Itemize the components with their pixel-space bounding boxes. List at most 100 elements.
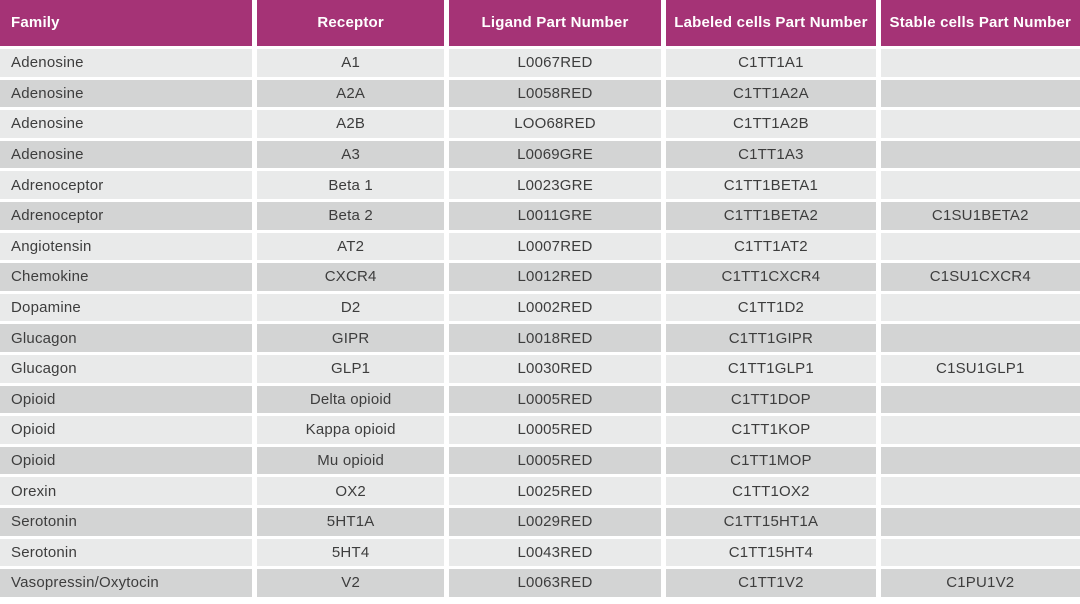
- table-row: Adenosine A1 L0067RED C1TT1A1: [0, 49, 1080, 77]
- table-cell: [880, 385, 1080, 414]
- table-row: Adenosine A2A L0058RED C1TT1A2A: [0, 79, 1080, 108]
- table-cell: [880, 232, 1080, 261]
- table-cell: Delta opioid: [257, 385, 444, 414]
- table-cell: [880, 477, 1080, 505]
- table-row: Vasopressin/Oxytocin V2 L0063RED C1TT1V2 C1P…: [0, 569, 1080, 597]
- table-cell: L0007RED: [448, 232, 662, 261]
- table-cell: C1TT1DOP: [666, 385, 876, 414]
- header-cell: Family: [0, 0, 253, 46]
- table-cell: AT2: [257, 232, 444, 261]
- table-cell: 5HT4: [257, 538, 444, 567]
- table-cell: D2: [257, 293, 444, 322]
- table-row: Orexin OX2 L0025RED C1TT1OX2: [0, 477, 1080, 505]
- table-row: Opioid Delta opioid L0005RED C1TT1DOP: [0, 385, 1080, 414]
- table-row: Angiotensin AT2 L0007RED C1TT1AT2: [0, 232, 1080, 261]
- table-cell: [880, 538, 1080, 567]
- table-cell: Opioid: [0, 385, 253, 414]
- table-row: Adrenoceptor Beta 2 L0011GRE C1TT1BETA2 C1SU…: [0, 201, 1080, 230]
- table-cell: L0018RED: [448, 324, 662, 352]
- table-cell: Beta 2: [257, 201, 444, 230]
- table-cell: L0005RED: [448, 416, 662, 444]
- table-cell: Adrenoceptor: [0, 171, 253, 199]
- table-row: Chemokine CXCR4 L0012RED C1TT1CXCR4 C1SU1CXC…: [0, 263, 1080, 291]
- table-cell: Adenosine: [0, 140, 253, 169]
- table-cell: [880, 324, 1080, 352]
- table-cell: Mu opioid: [257, 446, 444, 475]
- table-cell: Opioid: [0, 416, 253, 444]
- table-cell: L0069GRE: [448, 140, 662, 169]
- table-cell: Adenosine: [0, 79, 253, 108]
- header-cell: Stable cells Part Number: [880, 0, 1080, 46]
- table-cell: L0030RED: [448, 354, 662, 383]
- table-cell: [880, 416, 1080, 444]
- table-cell: C1PU1V2: [880, 569, 1080, 597]
- table-cell: C1TT15HT4: [666, 538, 876, 567]
- table-cell: C1SU1CXCR4: [880, 263, 1080, 291]
- table-row: Adenosine A2B LOO68RED C1TT1A2B: [0, 110, 1080, 138]
- table-cell: A2B: [257, 110, 444, 138]
- table-cell: Chemokine: [0, 263, 253, 291]
- table-cell: [880, 49, 1080, 77]
- header-row: Family Receptor Ligand Part Number Labeled …: [0, 0, 1080, 46]
- table-cell: Adrenoceptor: [0, 201, 253, 230]
- header-cell: Ligand Part Number: [448, 0, 662, 46]
- table-cell: C1TT1A2A: [666, 79, 876, 108]
- table-cell: Opioid: [0, 446, 253, 475]
- table-cell: OX2: [257, 477, 444, 505]
- table-cell: C1TT1A3: [666, 140, 876, 169]
- table-cell: LOO68RED: [448, 110, 662, 138]
- table-cell: [880, 79, 1080, 108]
- table-row: Glucagon GIPR L0018RED C1TT1GIPR: [0, 324, 1080, 352]
- table-cell: CXCR4: [257, 263, 444, 291]
- table-cell: L0002RED: [448, 293, 662, 322]
- table-cell: [880, 171, 1080, 199]
- table-cell: C1SU1GLP1: [880, 354, 1080, 383]
- table-cell: L0067RED: [448, 49, 662, 77]
- header-cell: Labeled cells Part Number: [666, 0, 876, 46]
- table-cell: C1TT1AT2: [666, 232, 876, 261]
- table-cell: C1TT1D2: [666, 293, 876, 322]
- table-cell: L0063RED: [448, 569, 662, 597]
- table-cell: GLP1: [257, 354, 444, 383]
- table-cell: L0012RED: [448, 263, 662, 291]
- table-cell: 5HT1A: [257, 507, 444, 536]
- table-row: Glucagon GLP1 L0030RED C1TT1GLP1 C1SU1GLP1: [0, 354, 1080, 383]
- table-cell: L0005RED: [448, 385, 662, 414]
- table-cell: A2A: [257, 79, 444, 108]
- table-cell: Orexin: [0, 477, 253, 505]
- table-header: Family Receptor Ligand Part Number Labeled …: [0, 0, 1080, 46]
- table-cell: Serotonin: [0, 538, 253, 567]
- table-cell: A1: [257, 49, 444, 77]
- table-row: Opioid Kappa opioid L0005RED C1TT1KOP: [0, 416, 1080, 444]
- table-cell: L0011GRE: [448, 201, 662, 230]
- table-cell: Adenosine: [0, 49, 253, 77]
- table-cell: L0043RED: [448, 538, 662, 567]
- table-row: Adrenoceptor Beta 1 L0023GRE C1TT1BETA1: [0, 171, 1080, 199]
- table-cell: [880, 507, 1080, 536]
- table-cell: Dopamine: [0, 293, 253, 322]
- table-cell: C1TT1GIPR: [666, 324, 876, 352]
- table-cell: A3: [257, 140, 444, 169]
- table-row: Opioid Mu opioid L0005RED C1TT1MOP: [0, 446, 1080, 475]
- table-cell: C1TT1A2B: [666, 110, 876, 138]
- table-cell: C1TT1BETA2: [666, 201, 876, 230]
- table-cell: C1TT1KOP: [666, 416, 876, 444]
- table-row: Adenosine A3 L0069GRE C1TT1A3: [0, 140, 1080, 169]
- table-cell: Kappa opioid: [257, 416, 444, 444]
- table-cell: Vasopressin/Oxytocin: [0, 569, 253, 597]
- table-cell: C1TT1OX2: [666, 477, 876, 505]
- header-cell: Receptor: [257, 0, 444, 46]
- table-cell: L0023GRE: [448, 171, 662, 199]
- table-cell: Beta 1: [257, 171, 444, 199]
- table-cell: GIPR: [257, 324, 444, 352]
- table-cell: C1TT15HT1A: [666, 507, 876, 536]
- table-body: Adenosine A1 L0067RED C1TT1A1 Adenosine A2A L0…: [0, 49, 1080, 597]
- table-cell: L0005RED: [448, 446, 662, 475]
- table-cell: C1TT1BETA1: [666, 171, 876, 199]
- table-cell: [880, 446, 1080, 475]
- table-row: Dopamine D2 L0002RED C1TT1D2: [0, 293, 1080, 322]
- table-cell: L0058RED: [448, 79, 662, 108]
- table-cell: L0025RED: [448, 477, 662, 505]
- table-cell: Serotonin: [0, 507, 253, 536]
